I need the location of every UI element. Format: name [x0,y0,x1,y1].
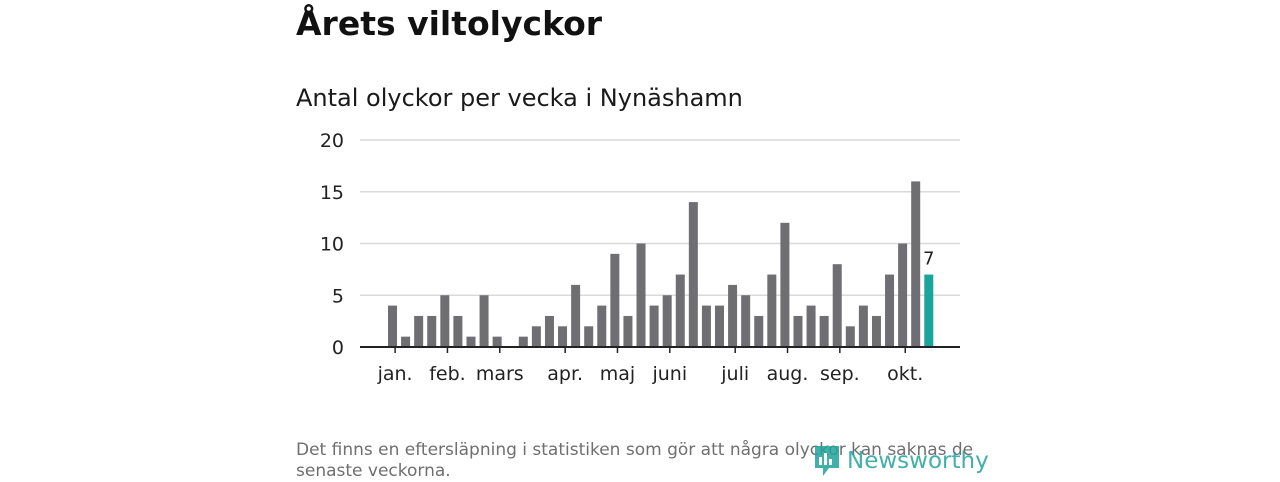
x-tick-label: aug. [767,363,809,385]
bar [688,202,698,347]
data-label: 7 [923,249,934,270]
bar [832,264,842,347]
bar [388,305,397,347]
bar [623,315,633,347]
bar [728,284,738,347]
bar [715,305,724,347]
x-tick-label: apr. [547,363,583,385]
bar [754,315,764,347]
newsworthy-logo-icon [815,446,839,476]
footnote: Det finns en eftersläpning i statistiken… [296,440,974,481]
x-tick-label: juli [720,363,749,385]
bar [741,295,751,347]
y-tick-label: 0 [332,337,344,359]
y-tick-label: 5 [332,285,344,307]
bar [898,243,908,347]
bar [649,305,659,347]
bar [871,315,881,347]
bar [793,315,803,347]
x-tick-label: maj [600,363,635,385]
bar [780,222,790,347]
bar [610,253,620,347]
y-tick-label: 20 [320,130,344,152]
x-tick-label: okt. [887,363,923,385]
bar [453,315,463,347]
bar [558,326,568,347]
bar [806,305,816,347]
x-tick-label: mars [476,363,524,385]
bar [636,243,646,347]
bar [885,274,895,347]
chart-subtitle: Antal olyckor per vecka i Nynäshamn [296,84,743,112]
brand-name: Newsworthy [847,448,989,474]
bar [466,336,476,347]
bar [858,305,868,347]
bar [414,315,424,347]
x-tick-label: juni [651,363,687,385]
x-tick-label: feb. [429,363,465,385]
bar [845,326,855,347]
bar [662,295,672,347]
bar [584,326,594,347]
bar [479,295,489,347]
bar [819,315,829,347]
bar [701,305,711,347]
bar [427,315,437,347]
x-tick-label: jan. [377,363,413,385]
bar [571,284,581,347]
bar [518,336,528,347]
y-tick-label: 10 [320,234,344,256]
bar-current-week [924,274,934,347]
bar [911,181,921,347]
bar [597,305,607,347]
bar [531,326,541,347]
chart-title: Årets viltolyckor [296,4,603,43]
bar-chart: 0 5 10 15 20 7 jan. feb. mars apr. maj juni juli aug.… [320,130,960,385]
brand-logo: Newsworthy [813,444,989,478]
bar [492,336,502,347]
bar [675,274,685,347]
y-tick-label: 15 [320,182,344,204]
bar [440,295,450,347]
bar [767,274,777,347]
x-tick-label: sep. [820,363,860,385]
bar [544,315,554,347]
bar [401,336,411,347]
